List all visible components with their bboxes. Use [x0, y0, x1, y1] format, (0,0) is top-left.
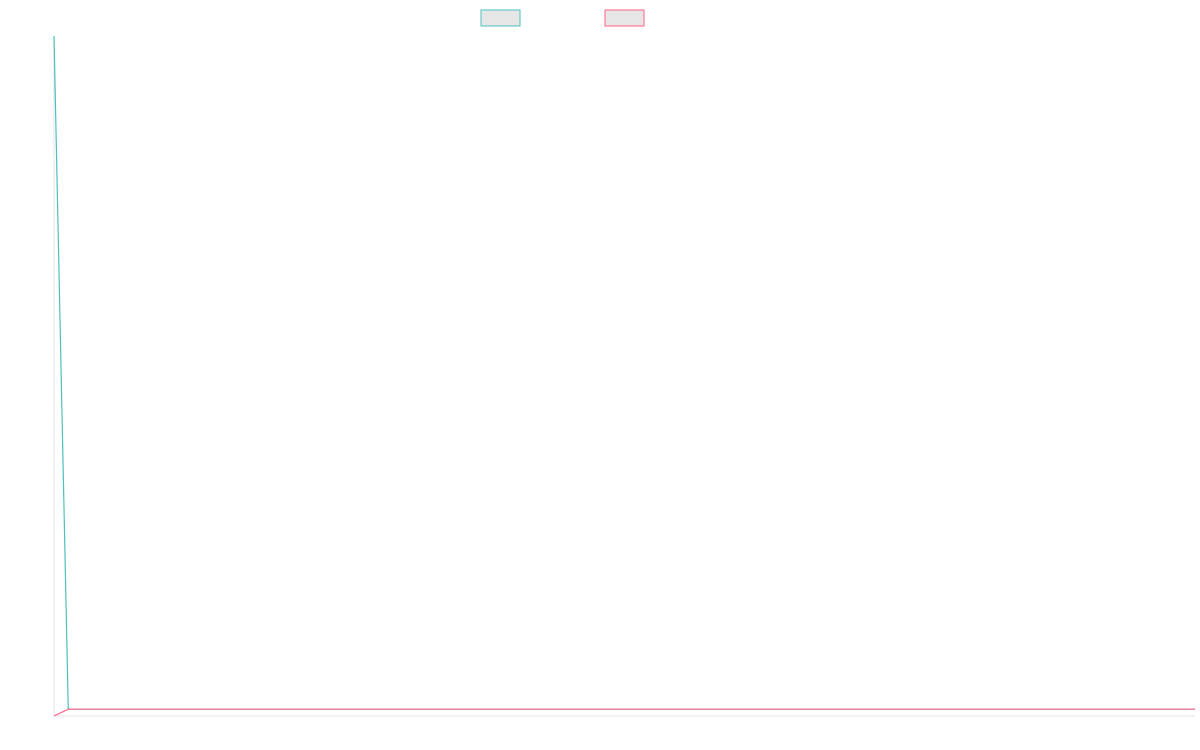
legend-swatch-2[interactable] [604, 9, 645, 27]
axes [53, 36, 1195, 717]
legend-swatch-1[interactable] [480, 9, 521, 27]
series-line-1 [53, 35, 1195, 710]
legend[interactable] [480, 9, 645, 27]
plot-area [53, 35, 1195, 717]
series-line-2 [53, 708, 1195, 717]
